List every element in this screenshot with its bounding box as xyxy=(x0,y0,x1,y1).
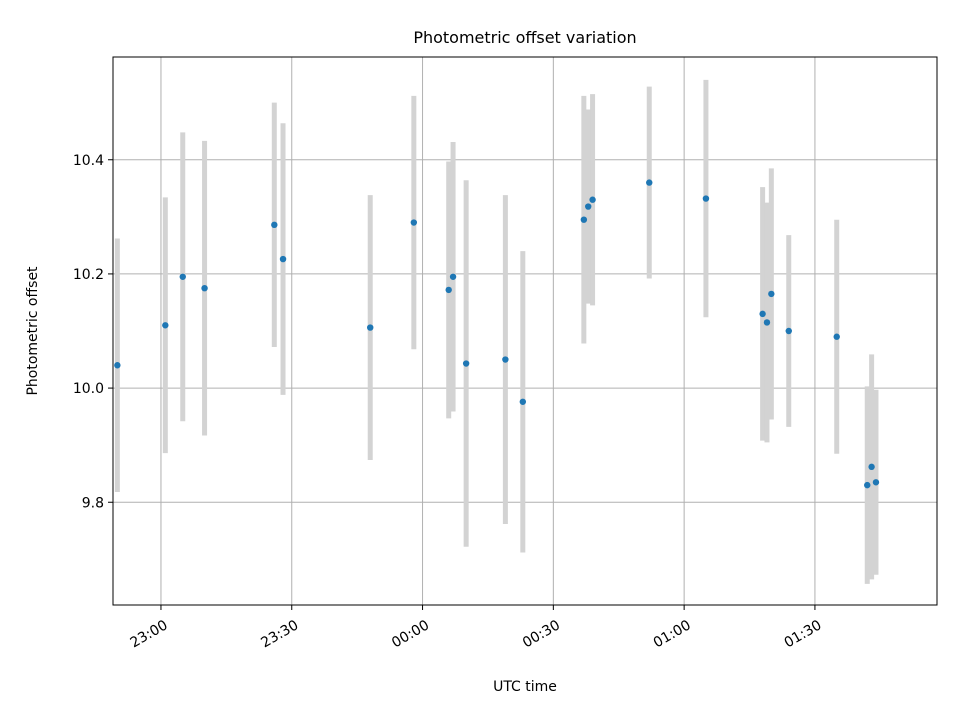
data-point xyxy=(702,195,710,202)
data-point xyxy=(162,322,169,329)
y-tick-label: 10.2 xyxy=(73,267,104,283)
data-point xyxy=(580,216,588,223)
data-point xyxy=(759,310,766,318)
data-point xyxy=(201,284,208,292)
data-point xyxy=(646,179,653,186)
data-point xyxy=(445,286,452,294)
data-point xyxy=(864,481,871,489)
data-point xyxy=(868,463,875,471)
data-point xyxy=(449,273,457,280)
chart-title: Photometric offset variation xyxy=(413,28,636,47)
data-points xyxy=(114,179,880,489)
y-tick-label: 10.4 xyxy=(73,153,104,169)
data-point xyxy=(763,319,771,326)
data-point xyxy=(589,196,596,203)
data-point xyxy=(114,362,121,369)
x-axis-label: UTC time xyxy=(493,679,557,695)
y-axis-ticks: 9.8 10.0 10.2 10.4 xyxy=(73,153,113,511)
y-tick-label: 9.8 xyxy=(82,495,104,511)
data-point xyxy=(519,398,527,405)
data-point xyxy=(768,290,775,298)
data-point xyxy=(833,333,840,340)
data-point xyxy=(367,324,374,331)
data-point xyxy=(462,360,470,367)
data-point xyxy=(872,479,880,486)
plot-frame xyxy=(112,56,938,606)
data-point xyxy=(410,219,418,226)
data-point xyxy=(502,356,509,363)
data-point xyxy=(271,221,278,229)
y-axis-label: Photometric offset xyxy=(25,266,41,396)
data-point xyxy=(179,273,186,280)
data-point xyxy=(785,327,792,335)
data-point xyxy=(279,255,287,263)
data-point xyxy=(585,203,592,210)
y-tick-label: 10.0 xyxy=(73,381,104,397)
